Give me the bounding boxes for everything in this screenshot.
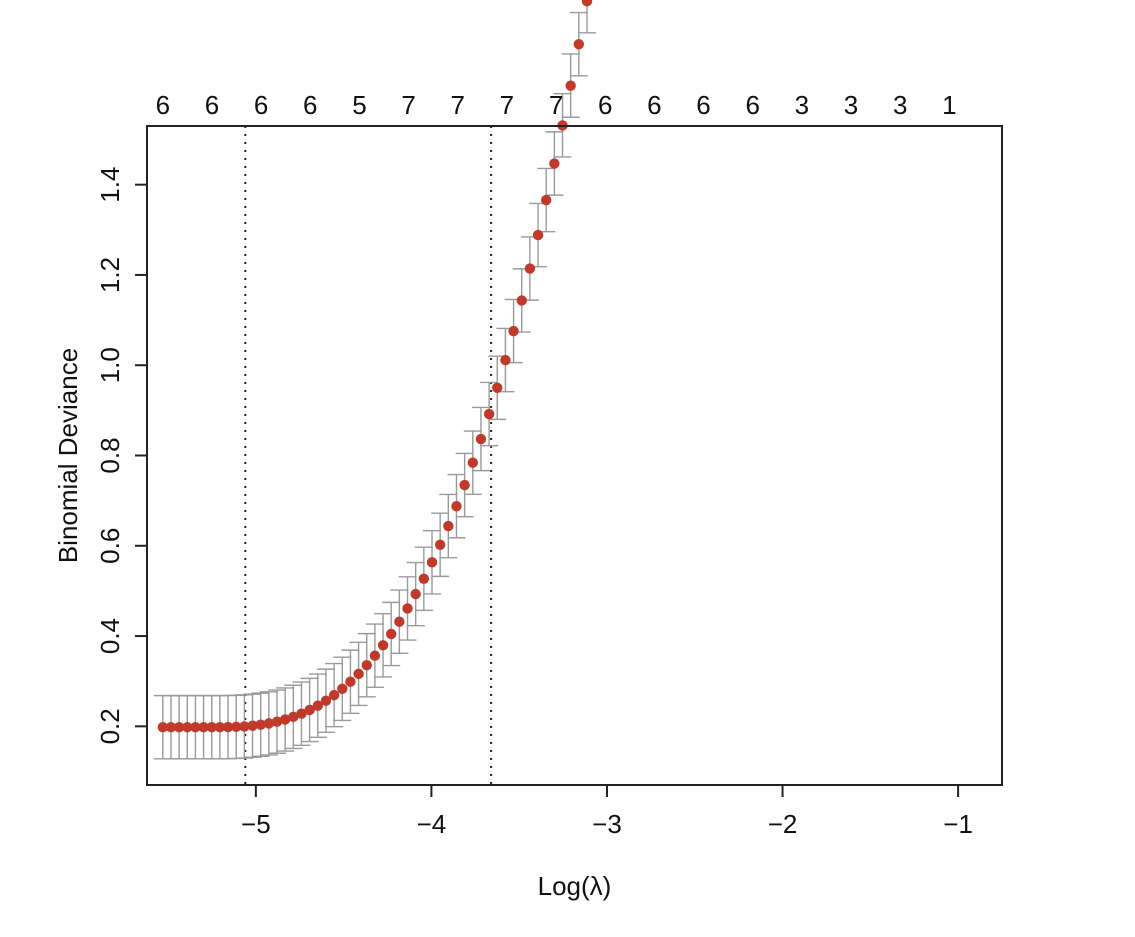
data-point [377, 640, 389, 651]
data-point [402, 603, 413, 614]
x-tick-label: −1 [943, 809, 973, 839]
top-axis-label: 7 [451, 90, 465, 120]
data-point [263, 718, 275, 729]
data-point [296, 708, 307, 719]
top-axis-label: 6 [205, 90, 219, 120]
data-point [337, 683, 348, 694]
data-point [443, 520, 454, 532]
data-point [255, 719, 266, 730]
data-point [500, 354, 511, 366]
top-axis-label: 3 [844, 90, 858, 120]
top-axis-nonzero-counts: 6 6 6 6 5 7 7 7 7 6 6 6 6 3 3 3 1 [156, 90, 957, 120]
top-axis-label: 3 [893, 90, 907, 120]
data-point [475, 433, 487, 445]
top-axis-label: 6 [647, 90, 661, 120]
data-point [222, 721, 234, 733]
y-tick-label: 0.8 [95, 437, 125, 473]
reference-lines [244, 126, 493, 785]
top-axis-label: 6 [303, 90, 317, 120]
data-point [328, 689, 340, 701]
data-point [231, 721, 242, 733]
data-point [165, 722, 177, 733]
y-tick-label: 1.0 [95, 347, 125, 383]
data-point [573, 39, 585, 50]
data-point [369, 650, 381, 661]
data-point [418, 573, 430, 584]
data-point [320, 695, 332, 706]
data-point [353, 668, 364, 680]
x-axis: −5 −4 −3 −2 −1 [241, 784, 973, 839]
data-points [157, 0, 593, 733]
data-point [483, 408, 495, 420]
data-point [279, 714, 291, 725]
top-axis-label: 7 [549, 90, 563, 120]
data-point [386, 628, 397, 640]
data-point [157, 722, 169, 733]
top-axis-label: 6 [254, 90, 268, 120]
data-point [459, 479, 470, 491]
data-point [198, 722, 209, 733]
data-point [182, 722, 193, 733]
data-point [532, 229, 544, 241]
top-axis-label: 7 [401, 90, 415, 120]
x-tick-label: −2 [768, 809, 798, 839]
x-tick-label: −5 [241, 809, 271, 839]
y-tick-label: 1.4 [95, 167, 125, 203]
x-tick-label: −4 [417, 809, 447, 839]
data-point [426, 557, 438, 568]
data-point [467, 457, 478, 468]
data-point [345, 676, 356, 687]
data-point [524, 263, 536, 274]
data-point [410, 588, 421, 600]
data-point [271, 716, 283, 727]
data-point [312, 700, 323, 711]
data-point [565, 80, 576, 91]
plot-frame [146, 125, 1003, 786]
top-axis-label: 6 [156, 90, 170, 120]
data-point [541, 194, 552, 206]
top-axis-label: 3 [795, 90, 809, 120]
x-axis-label: Log(λ) [538, 871, 612, 901]
data-point [288, 711, 299, 723]
data-point [549, 158, 560, 169]
data-point [394, 616, 405, 627]
top-axis-label: 1 [942, 90, 956, 120]
y-tick-label: 0.6 [95, 528, 125, 564]
top-axis-label: 6 [598, 90, 612, 120]
y-axis: 0.2 0.4 0.6 0.8 1.0 1.2 1.4 [95, 167, 148, 744]
y-tick-label: 0.4 [95, 618, 125, 654]
data-point [581, 0, 593, 7]
y-axis-label: Binomial Deviance [53, 348, 83, 563]
data-point [516, 295, 527, 306]
data-point [304, 704, 315, 716]
top-axis-label: 6 [696, 90, 710, 120]
data-point [173, 722, 185, 733]
data-point [361, 660, 372, 671]
y-tick-label: 0.2 [95, 708, 125, 744]
data-point [214, 722, 226, 733]
top-axis-label: 7 [500, 90, 514, 120]
data-point [492, 382, 503, 393]
data-point [508, 325, 519, 337]
data-point [206, 722, 217, 733]
x-tick-label: −3 [592, 809, 622, 839]
top-axis-label: 5 [352, 90, 366, 120]
data-point [239, 721, 250, 732]
y-tick-label: 1.2 [95, 257, 125, 293]
data-point [451, 500, 462, 512]
top-axis-label: 6 [745, 90, 759, 120]
data-point [190, 722, 201, 733]
data-point [247, 720, 258, 731]
data-point [434, 539, 446, 550]
